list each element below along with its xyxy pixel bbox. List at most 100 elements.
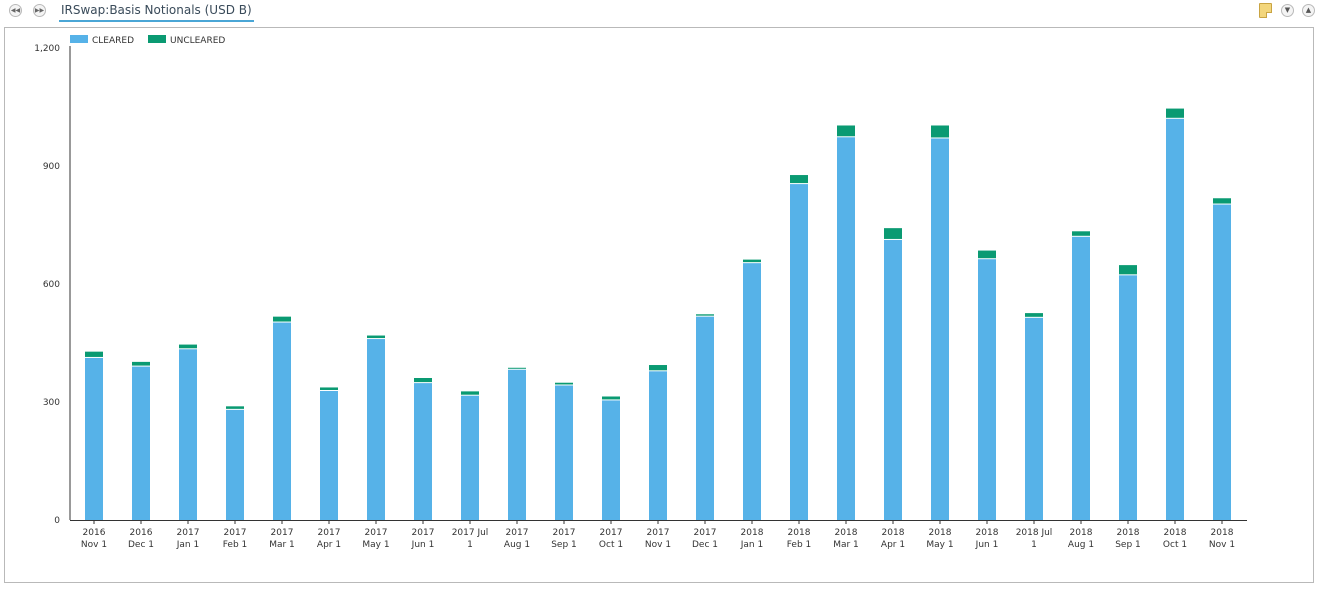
note-icon[interactable] bbox=[1259, 3, 1272, 18]
x-tick-label-line1: 2017 bbox=[224, 528, 247, 538]
y-tick-label: 1,200 bbox=[34, 44, 60, 54]
x-tick-label-line1: 2017 bbox=[177, 528, 200, 538]
x-tick-label-line2: Dec 1 bbox=[128, 540, 154, 550]
x-tick-label-line2: Jun 1 bbox=[411, 540, 435, 550]
x-tick-label-line1: 2018 Jul bbox=[1016, 528, 1053, 538]
bar-cleared bbox=[508, 369, 526, 520]
x-tick-label-line1: 2018 bbox=[1117, 528, 1140, 538]
x-tick-label-line1: 2018 bbox=[1211, 528, 1234, 538]
x-tick-label-line1: 2016 bbox=[130, 528, 153, 538]
x-tick-label-line1: 2017 bbox=[647, 528, 670, 538]
bar-uncleared bbox=[508, 367, 526, 369]
bar-cleared bbox=[367, 339, 385, 520]
bar-uncleared bbox=[1119, 265, 1137, 275]
x-tick-label-line1: 2017 bbox=[412, 528, 435, 538]
bar-cleared bbox=[226, 409, 244, 520]
x-tick-label-line1: 2017 bbox=[365, 528, 388, 538]
x-tick-label-line1: 2018 bbox=[835, 528, 858, 538]
bar-cleared bbox=[837, 137, 855, 520]
x-tick-label-line1: 2018 bbox=[1164, 528, 1187, 538]
bar-cleared bbox=[602, 400, 620, 520]
x-tick-label-line1: 2018 bbox=[741, 528, 764, 538]
bar-cleared bbox=[696, 316, 714, 520]
bar-cleared bbox=[931, 138, 949, 520]
x-tick-label-line2: Sep 1 bbox=[1115, 540, 1141, 550]
chevron-up-double-icon[interactable]: ▲ bbox=[1302, 4, 1315, 17]
x-tick-label-line2: Nov 1 bbox=[81, 540, 107, 550]
x-tick-label-line1: 2017 bbox=[694, 528, 717, 538]
bar-cleared bbox=[414, 383, 432, 520]
bar-uncleared bbox=[132, 361, 150, 366]
bar-uncleared bbox=[837, 125, 855, 137]
bar-uncleared bbox=[226, 406, 244, 409]
bar-cleared bbox=[1119, 275, 1137, 520]
bar-uncleared bbox=[743, 259, 761, 263]
bar-uncleared bbox=[1166, 108, 1184, 118]
bar-cleared bbox=[1072, 236, 1090, 521]
x-tick-label-line2: Mar 1 bbox=[269, 540, 295, 550]
x-tick-label-line2: Apr 1 bbox=[317, 540, 341, 550]
y-tick-label: 600 bbox=[43, 280, 60, 290]
x-tick-label-line1: 2018 bbox=[1070, 528, 1093, 538]
x-tick-label-line2: Dec 1 bbox=[692, 540, 718, 550]
x-tick-label-line1: 2017 Jul bbox=[452, 528, 489, 538]
x-tick-label-line2: Feb 1 bbox=[223, 540, 248, 550]
bar-uncleared bbox=[649, 365, 667, 371]
bar-cleared bbox=[1213, 204, 1231, 520]
bar-uncleared bbox=[884, 228, 902, 239]
bar-uncleared bbox=[555, 382, 573, 385]
bar-cleared bbox=[743, 263, 761, 520]
bar-uncleared bbox=[602, 396, 620, 400]
x-tick-label-line2: Oct 1 bbox=[1163, 540, 1187, 550]
x-tick-label-line2: 1 bbox=[467, 540, 473, 550]
bar-uncleared bbox=[414, 378, 432, 383]
bar-cleared bbox=[790, 184, 808, 521]
x-tick-label-line2: 1 bbox=[1031, 540, 1037, 550]
legend-swatch-uncleared bbox=[148, 35, 166, 43]
chart-title-tab[interactable]: IRSwap:Basis Notionals (USD B) bbox=[59, 2, 254, 22]
x-tick-label-line2: Aug 1 bbox=[1068, 540, 1094, 550]
bar-uncleared bbox=[179, 344, 197, 349]
bar-uncleared bbox=[273, 316, 291, 322]
bar-uncleared bbox=[790, 175, 808, 184]
x-tick-label-line2: Jan 1 bbox=[176, 540, 199, 550]
x-tick-label-line2: Jun 1 bbox=[975, 540, 999, 550]
bar-uncleared bbox=[461, 391, 479, 395]
x-tick-label-line1: 2018 bbox=[882, 528, 905, 538]
top-bar: ◀◀ ▶▶ IRSwap:Basis Notionals (USD B) ▼ ▲ bbox=[0, 0, 1321, 24]
x-tick-label-line2: Nov 1 bbox=[1209, 540, 1235, 550]
legend-label-cleared: CLEARED bbox=[92, 36, 134, 46]
chevron-down-double-icon[interactable]: ▼ bbox=[1281, 4, 1294, 17]
x-tick-label-line1: 2017 bbox=[600, 528, 623, 538]
bar-uncleared bbox=[1025, 313, 1043, 317]
x-tick-label-line1: 2018 bbox=[929, 528, 952, 538]
bar-cleared bbox=[1025, 317, 1043, 520]
bar-cleared bbox=[179, 349, 197, 520]
x-tick-label-line1: 2017 bbox=[553, 528, 576, 538]
y-tick-label: 900 bbox=[43, 162, 60, 172]
bar-uncleared bbox=[931, 125, 949, 138]
x-tick-label-line2: May 1 bbox=[362, 540, 389, 550]
bar-cleared bbox=[85, 357, 103, 520]
bar-uncleared bbox=[978, 250, 996, 259]
bar-cleared bbox=[273, 322, 291, 520]
fast-forward-icon[interactable]: ▶▶ bbox=[33, 4, 46, 17]
x-tick-label-line2: Mar 1 bbox=[833, 540, 859, 550]
bar-uncleared bbox=[320, 387, 338, 390]
bar-cleared bbox=[978, 259, 996, 520]
x-tick-label-line2: Sep 1 bbox=[551, 540, 577, 550]
x-tick-label-line1: 2016 bbox=[83, 528, 106, 538]
x-tick-label-line2: Oct 1 bbox=[599, 540, 623, 550]
x-tick-label-line2: Nov 1 bbox=[645, 540, 671, 550]
x-tick-label-line2: Aug 1 bbox=[504, 540, 530, 550]
bar-cleared bbox=[1166, 118, 1184, 521]
x-tick-label-line2: Jan 1 bbox=[740, 540, 763, 550]
bar-cleared bbox=[461, 395, 479, 520]
bar-cleared bbox=[649, 371, 667, 520]
legend-swatch-cleared bbox=[70, 35, 88, 43]
x-tick-label-line1: 2017 bbox=[318, 528, 341, 538]
bar-cleared bbox=[320, 390, 338, 520]
x-tick-label-line1: 2017 bbox=[506, 528, 529, 538]
rewind-icon[interactable]: ◀◀ bbox=[9, 4, 22, 17]
